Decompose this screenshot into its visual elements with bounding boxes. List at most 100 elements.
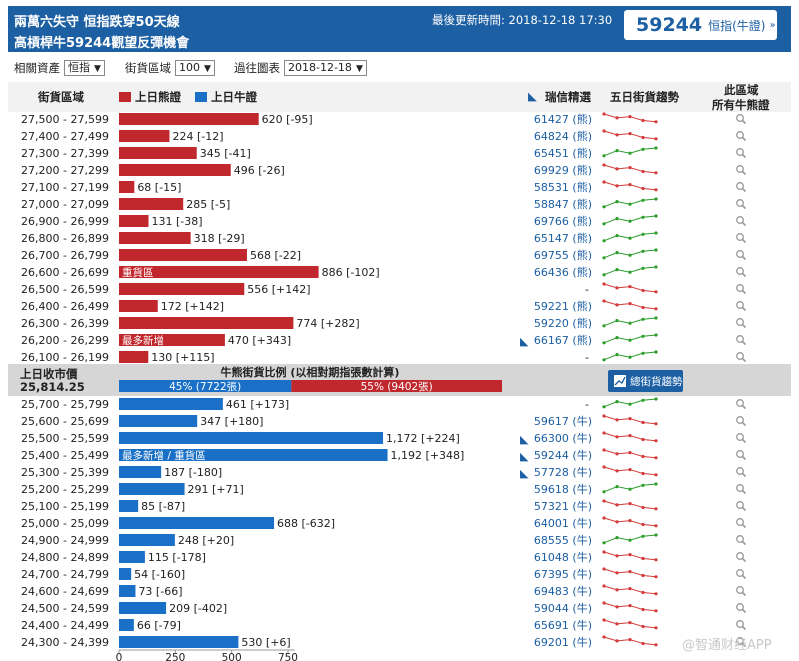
bar[interactable] — [119, 568, 132, 580]
asset-select[interactable]: 恒指 ▼ — [64, 60, 105, 76]
bar[interactable] — [119, 164, 231, 176]
search-icon[interactable] — [736, 552, 744, 560]
search-icon[interactable] — [736, 399, 744, 407]
warrant-code-link[interactable]: 66300 (牛) — [534, 431, 592, 445]
search-icon[interactable] — [736, 450, 744, 458]
bar[interactable] — [119, 398, 223, 410]
search-icon[interactable] — [736, 182, 744, 190]
search-icon[interactable] — [736, 586, 744, 594]
warrant-code-link[interactable]: 59618 (牛) — [534, 482, 592, 496]
trend-point — [602, 358, 606, 362]
trend-point — [602, 163, 606, 167]
bar[interactable] — [119, 432, 384, 444]
warrant-code-link[interactable]: 66167 (熊) — [534, 333, 592, 347]
warrant-code-link[interactable]: 69201 (牛) — [534, 635, 592, 649]
bar[interactable] — [119, 198, 184, 210]
trend-point — [628, 202, 632, 206]
bar[interactable] — [119, 130, 170, 142]
warrant-code-link[interactable]: 64001 (牛) — [534, 516, 592, 530]
warrant-badge-button[interactable]: 59244 恒指(牛證) » — [624, 10, 777, 40]
bar[interactable] — [119, 147, 197, 159]
bar[interactable] — [119, 317, 294, 329]
total-trend-button[interactable] — [608, 370, 683, 392]
warrant-code-link[interactable]: 59617 (牛) — [534, 414, 592, 428]
warrant-code-link[interactable]: 61427 (熊) — [534, 112, 592, 126]
search-icon[interactable] — [736, 569, 744, 577]
warrant-code-link[interactable]: 69929 (熊) — [534, 163, 592, 177]
bar[interactable] — [119, 602, 167, 614]
bar[interactable] — [119, 449, 388, 461]
warrant-code-link[interactable]: 65147 (熊) — [534, 231, 592, 245]
warrant-code-link[interactable]: 59220 (熊) — [534, 316, 592, 330]
search-icon[interactable] — [736, 233, 744, 241]
search-icon[interactable] — [736, 250, 744, 258]
trend-point — [628, 253, 632, 257]
search-icon[interactable] — [736, 518, 744, 526]
search-icon[interactable] — [736, 148, 744, 156]
warrant-code-link[interactable]: 57728 (牛) — [534, 465, 592, 479]
search-icon[interactable] — [736, 637, 744, 645]
search-icon[interactable] — [736, 467, 744, 475]
bar[interactable] — [119, 585, 136, 597]
bar-value-label: 130 [+115] — [151, 351, 214, 364]
search-icon[interactable] — [736, 267, 744, 275]
search-icon[interactable] — [736, 501, 744, 509]
bar[interactable] — [119, 249, 247, 261]
search-icon[interactable] — [736, 335, 744, 343]
warrant-code-link[interactable]: 67395 (牛) — [534, 567, 592, 581]
chart-date-select[interactable]: 2018-12-18 ▼ — [284, 60, 367, 76]
bar[interactable] — [119, 534, 175, 546]
bar[interactable] — [119, 351, 149, 363]
search-icon[interactable] — [736, 284, 744, 292]
warrant-code-link[interactable]: 57321 (牛) — [534, 499, 592, 513]
warrant-code-link[interactable]: 69483 (牛) — [534, 584, 592, 598]
search-icon[interactable] — [736, 216, 744, 224]
warrant-code-link[interactable]: 64824 (熊) — [534, 129, 592, 143]
search-icon[interactable] — [736, 165, 744, 173]
search-icon[interactable] — [736, 603, 744, 611]
warrant-code-link[interactable]: 65691 (牛) — [534, 618, 592, 632]
bar[interactable] — [119, 636, 239, 648]
bar[interactable] — [119, 232, 191, 244]
warrant-code-link[interactable]: 65451 (熊) — [534, 146, 592, 160]
search-icon[interactable] — [736, 199, 744, 207]
search-icon[interactable] — [736, 620, 744, 628]
search-icon[interactable] — [736, 433, 744, 441]
bar[interactable] — [119, 266, 319, 278]
bar[interactable] — [119, 517, 275, 529]
search-icon-handle — [741, 204, 747, 210]
bar[interactable] — [119, 300, 158, 312]
warrant-code-link[interactable]: 69755 (熊) — [534, 248, 592, 262]
search-icon-handle — [741, 489, 747, 495]
search-icon[interactable] — [736, 131, 744, 139]
warrant-code-link[interactable]: 59244 (牛) — [534, 448, 592, 462]
bar[interactable] — [119, 466, 162, 478]
search-icon[interactable] — [736, 352, 744, 360]
bar[interactable] — [119, 551, 145, 563]
bar[interactable] — [119, 483, 185, 495]
bar[interactable] — [119, 500, 139, 512]
bar[interactable] — [119, 415, 198, 427]
search-icon[interactable] — [736, 484, 744, 492]
warrant-code-link[interactable]: 68555 (牛) — [534, 533, 592, 547]
warrant-code-link[interactable]: 58847 (熊) — [534, 197, 592, 211]
warrant-code-link[interactable]: 61048 (牛) — [534, 550, 592, 564]
bar[interactable] — [119, 283, 245, 295]
search-icon[interactable] — [736, 114, 744, 122]
range-select[interactable]: 100 ▼ — [175, 60, 215, 76]
bar[interactable] — [119, 215, 149, 227]
warrant-code-link[interactable]: 59221 (熊) — [534, 299, 592, 313]
warrant-code-link[interactable]: 66436 (熊) — [534, 265, 592, 279]
warrant-code-link[interactable]: 69766 (熊) — [534, 214, 592, 228]
search-icon-handle — [741, 187, 747, 193]
search-icon[interactable] — [736, 318, 744, 326]
bar[interactable] — [119, 334, 225, 346]
bar[interactable] — [119, 181, 135, 193]
warrant-code-link[interactable]: 58531 (熊) — [534, 180, 592, 194]
bar[interactable] — [119, 113, 259, 125]
search-icon[interactable] — [736, 301, 744, 309]
warrant-code-link[interactable]: 59044 (牛) — [534, 601, 592, 615]
search-icon[interactable] — [736, 535, 744, 543]
search-icon[interactable] — [736, 416, 744, 424]
bar[interactable] — [119, 619, 134, 631]
